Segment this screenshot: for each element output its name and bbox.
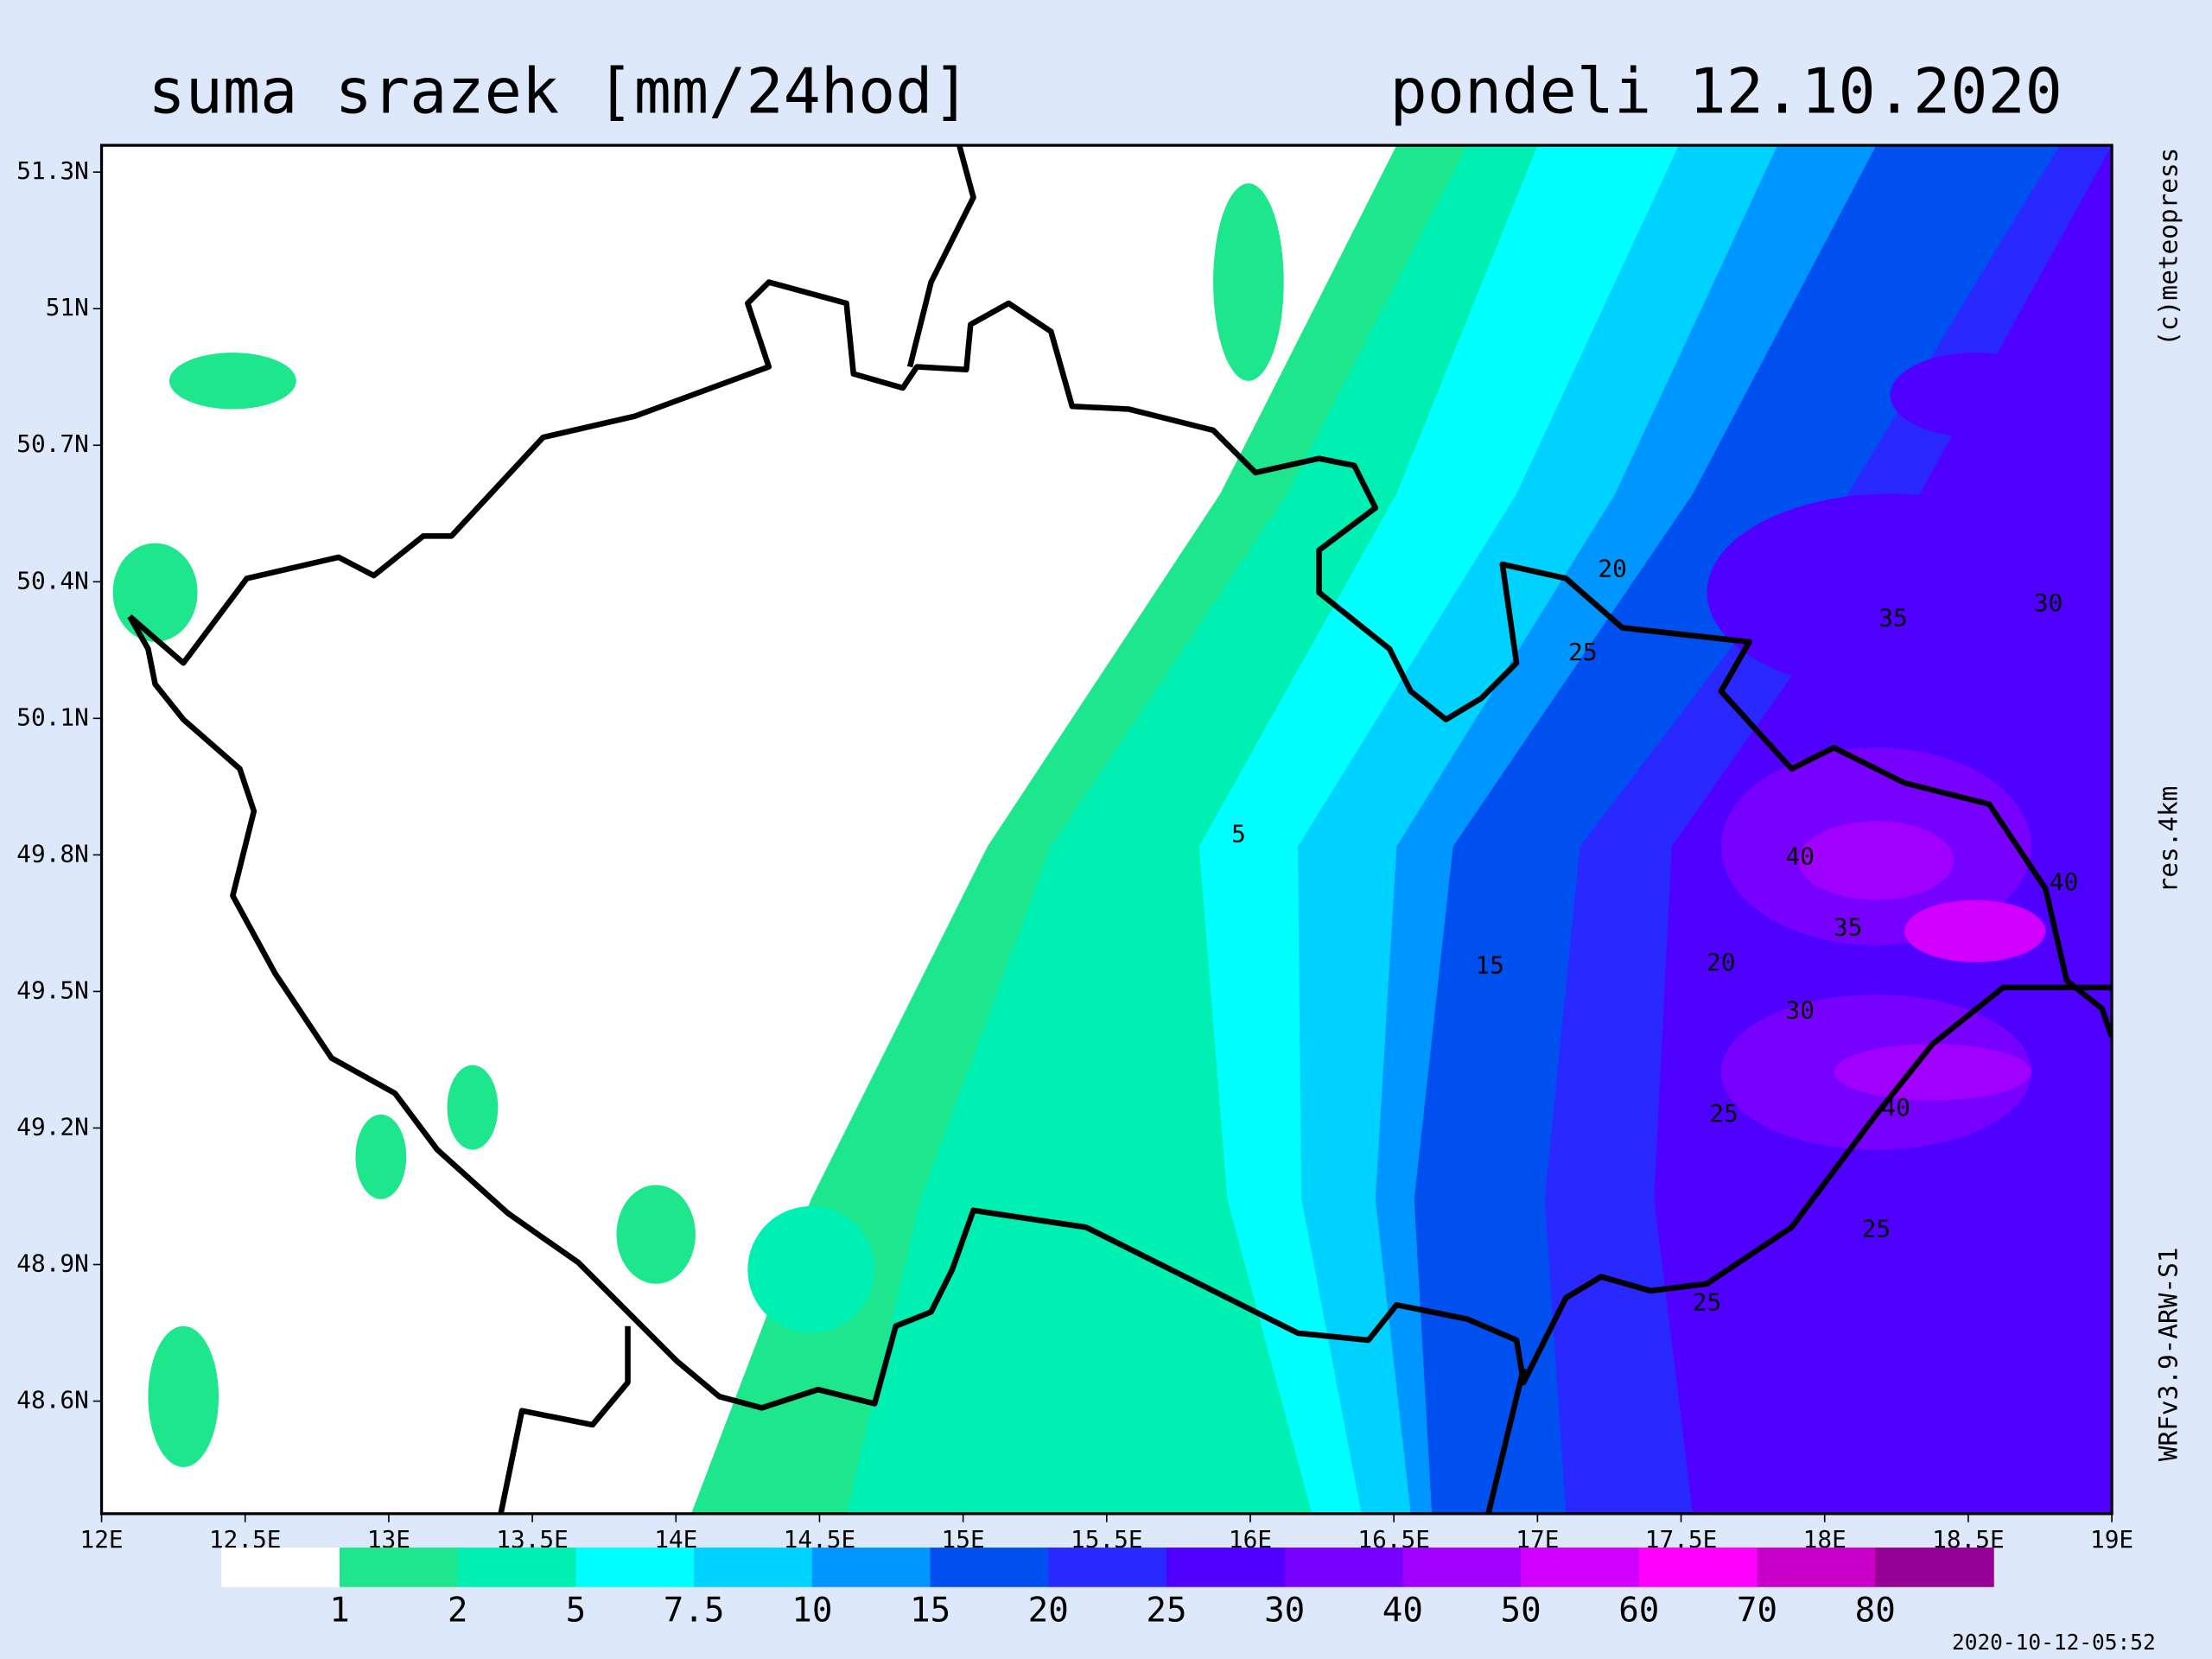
lat-label: 51N xyxy=(46,293,89,321)
lat-label: 49.5N xyxy=(16,976,89,1004)
timestamp: 2020-10-12-05:52 xyxy=(1952,1630,2156,1655)
colorbar-box xyxy=(1521,1548,1640,1587)
contour-label: 15 xyxy=(1475,950,1503,979)
precip-cell xyxy=(1890,353,2060,438)
contour-label: 35 xyxy=(1834,912,1862,941)
colorbar-label: 60 xyxy=(1618,1592,1659,1630)
colorbar-label: 50 xyxy=(1501,1592,1541,1630)
contour-label: 40 xyxy=(1882,1093,1910,1122)
precip-cell xyxy=(1834,1044,2032,1101)
colorbar-label: 25 xyxy=(1146,1592,1186,1630)
colorbar-label: 7.5 xyxy=(664,1592,725,1630)
contour-label: 40 xyxy=(2050,868,2078,896)
colorbar-label: 70 xyxy=(1737,1592,1777,1630)
lat-label: 49.2N xyxy=(16,1112,89,1141)
lon-label: 12E xyxy=(79,1525,123,1554)
colorbar-box xyxy=(1875,1548,1994,1587)
contour-label: 25 xyxy=(1693,1288,1721,1317)
lat-label: 50.1N xyxy=(16,702,89,731)
lat-label: 51.3N xyxy=(16,156,89,185)
contour-label: 30 xyxy=(2034,588,2063,617)
precip-cell xyxy=(1213,183,1284,381)
colorbar-box xyxy=(1166,1548,1286,1587)
precip-cell xyxy=(148,1325,219,1467)
precip-cell xyxy=(1798,821,1955,900)
colorbar-box xyxy=(340,1548,459,1587)
precip-cell xyxy=(747,1205,875,1333)
copyright: (c)meteopress xyxy=(2154,148,2183,346)
colorbar-label: 1 xyxy=(329,1592,350,1630)
precip-cell xyxy=(447,1065,499,1150)
precip-cell xyxy=(616,1185,696,1284)
contour-label: 20 xyxy=(1598,555,1626,583)
colorbar-box xyxy=(1402,1548,1522,1587)
lat-label: 48.9N xyxy=(16,1249,89,1278)
precip-cell xyxy=(168,353,296,410)
contour-label: 35 xyxy=(1878,604,1907,632)
colorbar-box xyxy=(1757,1548,1877,1587)
contour-label: 25 xyxy=(1709,1099,1738,1128)
colorbar-label: 80 xyxy=(1855,1592,1896,1630)
lat-label: 50.4N xyxy=(16,566,89,594)
colorbar-label: 2 xyxy=(448,1592,468,1630)
colorbar-box xyxy=(694,1548,813,1587)
colorbar-box xyxy=(457,1548,577,1587)
colorbar-box xyxy=(221,1548,340,1587)
colorbar: 1 2 5 7.5 10 15 20 25 30 40 50 60 70 80 xyxy=(221,1548,1994,1630)
colorbar-label: 5 xyxy=(566,1592,587,1630)
contour-label: 25 xyxy=(1862,1215,1891,1243)
colorbar-box xyxy=(1638,1548,1758,1587)
resolution: res.4km xyxy=(2154,786,2183,893)
contour-label: 30 xyxy=(1786,996,1815,1025)
precip-cell xyxy=(1904,899,2046,963)
contour-label: 20 xyxy=(1707,948,1735,976)
colorbar-box xyxy=(1284,1548,1404,1587)
contour-label: 5 xyxy=(1231,820,1246,849)
map-title: suma srazek [mm/24hod] xyxy=(148,55,969,128)
borders xyxy=(127,145,2113,1514)
map-date: pondeli 12.10.2020 xyxy=(1390,55,2063,128)
precip-cell xyxy=(1981,1198,2109,1425)
contour-label: 40 xyxy=(1786,842,1815,871)
colorbar-box xyxy=(575,1548,695,1587)
colorbar-label: 30 xyxy=(1264,1592,1305,1630)
colorbar-box xyxy=(1048,1548,1167,1587)
model-name: WRFv3.9-ARW-S1 xyxy=(2154,1248,2183,1462)
lon-label: 19E xyxy=(2090,1525,2133,1554)
colorbar-box xyxy=(811,1548,931,1587)
lat-label: 49.8N xyxy=(16,839,89,868)
colorbar-box xyxy=(930,1548,1050,1587)
lat-label: 48.6N xyxy=(16,1386,89,1414)
precip-cell xyxy=(355,1114,407,1199)
lat-label: 50.7N xyxy=(16,429,89,458)
precip-cell xyxy=(1707,493,2074,691)
colorbar-label: 40 xyxy=(1382,1592,1423,1630)
precip-field xyxy=(101,145,2113,1514)
colorbar-label: 20 xyxy=(1028,1592,1069,1630)
contour-label: 25 xyxy=(1568,638,1597,666)
precip-cell xyxy=(112,543,198,642)
colorbar-label: 15 xyxy=(910,1592,950,1630)
colorbar-label: 10 xyxy=(791,1592,832,1630)
